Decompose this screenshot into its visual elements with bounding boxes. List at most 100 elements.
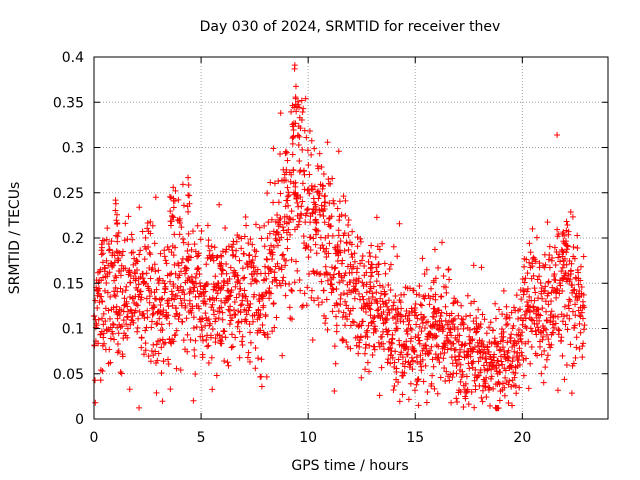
data-point xyxy=(301,290,308,297)
data-point xyxy=(328,213,335,220)
data-point xyxy=(519,329,526,336)
data-point xyxy=(215,315,222,322)
data-point xyxy=(144,219,151,226)
data-point xyxy=(263,255,270,262)
data-point xyxy=(390,386,397,393)
data-point xyxy=(119,323,126,330)
data-point xyxy=(327,180,334,187)
data-point xyxy=(577,329,584,336)
data-point xyxy=(211,311,218,318)
data-point xyxy=(172,244,179,251)
data-point xyxy=(369,352,376,359)
data-point xyxy=(563,249,570,256)
data-point xyxy=(478,394,485,401)
data-point xyxy=(389,354,396,361)
data-point xyxy=(462,380,469,387)
data-point xyxy=(367,253,374,260)
data-point xyxy=(114,249,121,256)
data-point xyxy=(576,320,583,327)
data-point xyxy=(175,262,182,269)
data-point xyxy=(101,340,108,347)
data-point xyxy=(226,293,233,300)
data-point xyxy=(504,339,511,346)
data-point xyxy=(107,335,114,342)
data-point xyxy=(322,192,329,199)
data-point xyxy=(295,203,302,210)
data-point xyxy=(569,282,576,289)
data-point xyxy=(267,179,274,186)
data-point xyxy=(476,337,483,344)
data-point xyxy=(173,327,180,334)
data-point xyxy=(457,388,464,395)
data-point xyxy=(579,343,586,350)
data-point xyxy=(331,387,338,394)
data-point xyxy=(335,148,342,155)
data-point xyxy=(456,353,463,360)
data-point xyxy=(451,315,458,322)
data-point xyxy=(372,254,379,261)
data-point xyxy=(325,250,332,257)
data-point xyxy=(280,251,287,258)
data-point xyxy=(127,279,134,286)
data-point xyxy=(169,291,176,298)
data-point xyxy=(351,258,358,265)
data-point xyxy=(359,318,366,325)
data-point xyxy=(307,247,314,254)
data-point xyxy=(98,293,105,300)
data-point xyxy=(231,311,238,318)
data-point xyxy=(191,346,198,353)
data-point xyxy=(251,291,258,298)
data-point xyxy=(265,219,272,226)
data-point xyxy=(353,342,360,349)
data-point xyxy=(526,308,533,315)
data-point xyxy=(405,321,412,328)
data-point xyxy=(134,324,141,331)
data-point xyxy=(268,268,275,275)
data-point xyxy=(408,354,415,361)
data-point xyxy=(548,298,555,305)
data-point xyxy=(323,254,330,261)
data-point xyxy=(273,237,280,244)
data-point xyxy=(335,308,342,315)
data-point xyxy=(373,289,380,296)
data-point xyxy=(564,221,571,228)
data-point xyxy=(427,295,434,302)
data-point xyxy=(171,231,178,238)
data-point xyxy=(438,309,445,316)
data-point xyxy=(421,295,428,302)
data-point xyxy=(222,225,229,232)
data-point xyxy=(113,303,120,310)
data-point xyxy=(94,305,101,312)
data-point xyxy=(554,132,561,139)
data-point xyxy=(203,261,210,268)
data-point xyxy=(103,236,110,243)
data-point xyxy=(159,295,166,302)
data-point xyxy=(331,265,338,272)
data-point xyxy=(256,298,263,305)
data-point xyxy=(468,300,475,307)
data-point xyxy=(523,288,530,295)
data-point xyxy=(368,300,375,307)
data-point xyxy=(469,336,476,343)
data-point xyxy=(546,252,553,259)
data-point xyxy=(312,241,319,248)
data-point xyxy=(113,274,120,281)
data-point xyxy=(350,263,357,270)
data-point xyxy=(92,297,99,304)
data-point xyxy=(300,233,307,240)
data-point xyxy=(269,328,276,335)
data-point xyxy=(322,263,329,270)
data-point xyxy=(296,276,303,283)
data-point xyxy=(390,302,397,309)
data-point xyxy=(191,353,198,360)
data-point xyxy=(191,241,198,248)
data-point xyxy=(479,398,486,405)
data-point xyxy=(345,246,352,253)
data-point xyxy=(416,292,423,299)
data-point xyxy=(99,315,106,322)
data-point xyxy=(296,114,303,121)
data-point xyxy=(129,236,136,243)
data-point xyxy=(538,285,545,292)
data-point xyxy=(209,252,216,259)
data-point xyxy=(419,320,426,327)
